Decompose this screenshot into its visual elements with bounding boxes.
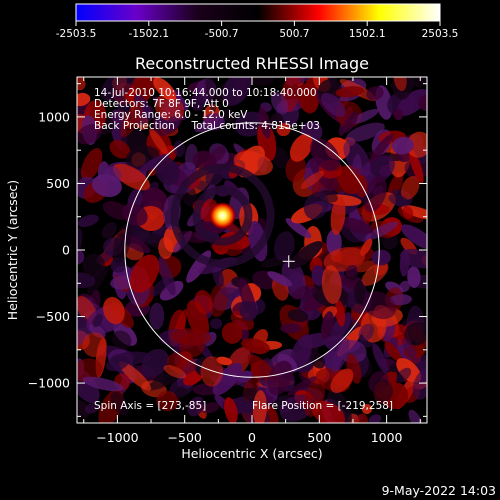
x-tick-label: −1000: [96, 430, 138, 445]
colorbar: [75, 3, 441, 22]
x-axis-label: Heliocentric X (arcsec): [181, 446, 322, 461]
y-tick-label: 0: [62, 243, 70, 258]
info-line: Energy Range: 6.0 - 12.0 keV: [94, 109, 248, 121]
y-tick-label: −500: [36, 309, 70, 324]
info-line: 14-Jul-2010 10:16:44.000 to 10:18:40.000: [94, 87, 317, 99]
flare-source: [208, 201, 237, 230]
chart-title: Reconstructed RHESSI Image: [135, 54, 369, 73]
colorbar-tick-label: -1502.1: [129, 28, 170, 40]
colorbar-tick-label: 1502.1: [349, 28, 386, 40]
info-block: 14-Jul-2010 10:16:44.000 to 10:18:40.000…: [94, 87, 320, 132]
y-tick-label: 1000: [38, 109, 70, 124]
x-tick-label: 0: [248, 430, 256, 445]
footer-timestamp: 9-May-2022 14:03: [382, 483, 496, 498]
colorbar-tick-label: 500.7: [279, 28, 309, 40]
x-axis-ticks: −1000 −500 0 500 1000: [83, 77, 421, 445]
y-tick-label: −1000: [28, 376, 70, 391]
plot-area: [77, 77, 427, 423]
x-tick-label: 500: [307, 430, 331, 445]
colorbar-ticks: -2503.5 -1502.1 -500.7 500.7 1502.1 2503.5: [56, 21, 459, 40]
back-projection-texture: [77, 77, 427, 423]
colorbar-tick-label: -500.7: [205, 28, 239, 40]
info-line: Detectors: 7F 8F 9F, Att 0: [94, 98, 229, 110]
y-axis-ticks: −1000 −500 0 500 1000: [28, 83, 427, 417]
x-tick-label: 1000: [371, 430, 403, 445]
y-axis-label: Heliocentric Y (arcsec): [5, 180, 20, 320]
spin-axis-label: Spin Axis = [273,-85]: [94, 400, 206, 412]
info-line: Back Projection Total counts: 4.815e+03: [94, 120, 320, 132]
y-tick-label: 500: [46, 176, 70, 191]
x-tick-label: −500: [168, 430, 202, 445]
solar-limb: [124, 122, 380, 378]
colorbar-tick-label: 2503.5: [422, 28, 459, 40]
spin-axis-marker: [282, 255, 295, 268]
flare-position-label: Flare Position = [-219,258]: [252, 400, 393, 412]
colorbar-tick-label: -2503.5: [56, 28, 97, 40]
